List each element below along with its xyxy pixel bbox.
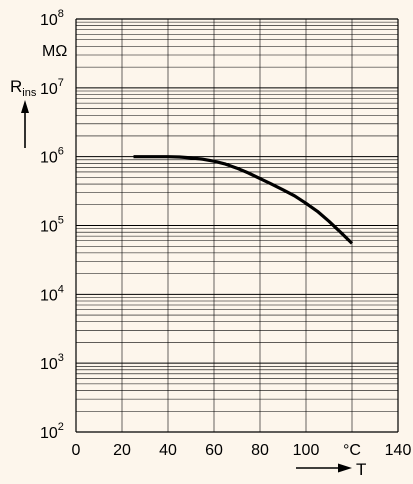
y-tick-label: 102	[40, 421, 64, 442]
x-tick-label: 40	[159, 442, 177, 459]
x-axis-arrow-icon	[296, 463, 352, 473]
x-tick-label: 140	[385, 442, 412, 459]
x-tick-label: 60	[205, 442, 223, 459]
y-axis-arrow-icon	[21, 100, 29, 148]
svg-text:Rins: Rins	[10, 77, 37, 99]
y-axis-label-sub: ins	[22, 87, 37, 99]
x-tick-label: 100	[293, 442, 320, 459]
grid	[75, 18, 399, 433]
y-tick-label: 108	[40, 8, 64, 29]
x-tick-label: 0	[72, 442, 81, 459]
y-tick-label: 103	[40, 352, 64, 373]
y-tick-label: 105	[40, 215, 64, 236]
y-axis-label: Rins	[10, 77, 37, 99]
x-tick-label: 20	[113, 442, 131, 459]
series	[133, 155, 354, 245]
y-tick-label: 107	[40, 77, 64, 98]
y-axis-label-main: R	[10, 77, 22, 96]
series-line-0	[133, 155, 354, 245]
x-tick-label: °C	[343, 442, 361, 459]
x-tick-label: 80	[251, 442, 269, 459]
x-axis-label: T	[356, 460, 366, 479]
y-tick-label: 106	[40, 146, 64, 167]
y-unit-label: MΩ	[42, 43, 67, 60]
y-tick-label: 104	[40, 283, 64, 304]
tick-labels: 0 20 40 60 80 100 °C 140 102 103 104 105 106 107 108	[40, 8, 411, 459]
